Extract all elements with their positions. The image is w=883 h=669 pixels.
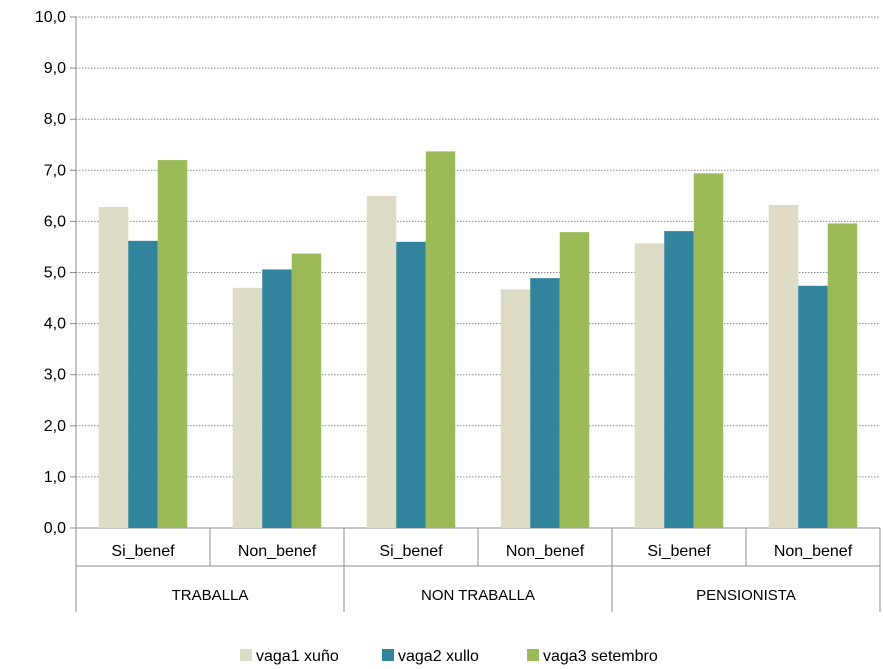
bar (425, 151, 456, 528)
legend-swatch (240, 649, 252, 661)
bar (396, 241, 426, 528)
bar (530, 278, 560, 528)
bar (768, 205, 799, 528)
axes (70, 16, 881, 612)
bar (664, 231, 694, 528)
bar (798, 285, 828, 528)
bar (366, 195, 397, 528)
bar (634, 243, 665, 529)
y-tick-label: 4,0 (44, 316, 66, 333)
bar (827, 223, 858, 528)
y-tick-label: 0,0 (44, 520, 66, 537)
bar (693, 173, 724, 528)
legend-label: vaga1 xuño (256, 648, 339, 665)
category-label: Non_benef (774, 543, 853, 560)
y-tick-label: 8,0 (44, 111, 66, 128)
y-tick-label: 6,0 (44, 213, 66, 230)
legend-swatch (382, 649, 394, 661)
category-label: Si_benef (379, 543, 443, 560)
y-tick-label: 1,0 (44, 469, 66, 486)
group-label: TRABALLA (172, 587, 249, 604)
bars (98, 151, 858, 529)
bar (500, 289, 531, 528)
y-tick-label: 5,0 (44, 265, 66, 282)
bar (98, 207, 129, 529)
group-label: PENSIONISTA (696, 587, 796, 604)
category-label: Non_benef (506, 543, 585, 560)
y-tick-label: 9,0 (44, 60, 66, 77)
y-tick-label: 2,0 (44, 418, 66, 435)
bar (157, 160, 188, 528)
y-tick-label: 7,0 (44, 162, 66, 179)
legend-label: vaga3 setembro (543, 648, 658, 665)
bar (232, 287, 263, 528)
legend-label: vaga2 xullo (398, 648, 479, 665)
category-label: Si_benef (111, 543, 175, 560)
group-label: NON TRABALLA (421, 587, 535, 604)
legend-swatch (527, 649, 539, 661)
category-label: Non_benef (238, 543, 317, 560)
axis-labels: 0,0 1,0 2,0 3,0 4,0 5,0 6,0 7,0 8,0 9,0 10,0 Si_ben… (35, 9, 853, 604)
bar (559, 232, 590, 529)
category-label: Si_benef (647, 543, 711, 560)
bar (262, 269, 292, 528)
gridlines (76, 16, 880, 478)
y-tick-label: 3,0 (44, 367, 66, 384)
bar (291, 253, 322, 528)
bar (128, 240, 158, 528)
y-tick-label: 10,0 (35, 9, 66, 26)
legend: vaga1 xuño vaga2 xullo vaga3 setembro (240, 648, 658, 665)
